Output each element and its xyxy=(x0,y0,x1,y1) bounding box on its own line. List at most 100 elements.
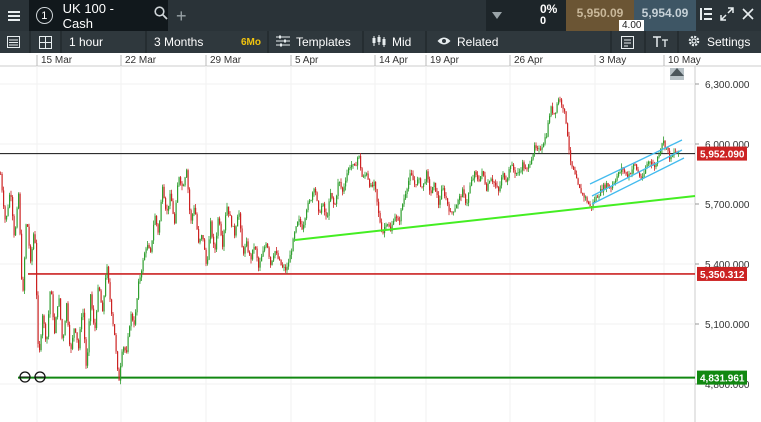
candle-down xyxy=(559,99,561,101)
grid-layout-icon[interactable] xyxy=(39,31,52,53)
candle-up xyxy=(235,226,237,236)
candle-up xyxy=(238,213,240,217)
candle-down xyxy=(486,183,488,191)
candle-up xyxy=(402,204,404,210)
sell-price-button[interactable]: 5,950.09 xyxy=(566,0,634,31)
text-size-icon[interactable] xyxy=(653,31,669,53)
templates-label: Templates xyxy=(296,35,351,49)
candle-down xyxy=(537,148,539,149)
candle-down xyxy=(669,150,671,160)
price-tick-label: 6,000.000 xyxy=(705,140,750,151)
candle-down xyxy=(219,218,221,224)
candle-up xyxy=(364,174,366,177)
plus-icon[interactable]: + xyxy=(176,6,187,26)
hamburger-icon[interactable] xyxy=(0,0,27,31)
candle-down xyxy=(277,253,279,259)
candle-up xyxy=(288,262,290,267)
instrument-tab[interactable]: 1 UK 100 - Cash xyxy=(29,0,168,31)
close-icon[interactable] xyxy=(742,7,754,25)
candle-down xyxy=(444,188,446,196)
candle-down xyxy=(267,243,269,248)
trendlines[interactable] xyxy=(294,139,696,241)
date-axis: 15 Mar 22 Mar 29 Mar 5 Apr 14 Apr 19 Apr 26 Ap… xyxy=(36,55,701,66)
candle-down xyxy=(664,140,666,148)
candle-down xyxy=(604,184,606,189)
settings-button[interactable]: Settings xyxy=(687,31,750,53)
candle-up xyxy=(633,164,635,170)
interval-dropdown[interactable]: 1 hour xyxy=(69,35,104,49)
candle-up xyxy=(42,315,44,336)
crosshair-icon[interactable] xyxy=(19,371,46,383)
candle-down xyxy=(498,187,500,192)
templates-button[interactable]: Templates xyxy=(276,31,351,53)
candle-down xyxy=(588,202,590,205)
candle-up xyxy=(264,247,266,251)
expand-icon[interactable] xyxy=(720,7,734,26)
candle-down xyxy=(258,257,260,268)
candle-down xyxy=(195,207,197,215)
panel-icon[interactable] xyxy=(7,31,20,53)
candle-up xyxy=(106,266,108,278)
level-label-box-current xyxy=(697,146,747,161)
candle-down xyxy=(21,233,23,279)
candle-up xyxy=(184,177,186,186)
candle-down xyxy=(597,196,599,198)
candle-up xyxy=(63,335,65,338)
candle-up xyxy=(307,202,309,211)
range-badge[interactable]: 6Mo xyxy=(241,36,261,48)
related-label: Related xyxy=(457,35,499,49)
candle-up xyxy=(306,210,308,219)
trendline-rising-support[interactable] xyxy=(294,195,696,241)
trendline-channel-lower[interactable] xyxy=(591,157,685,205)
candle-down xyxy=(319,211,321,213)
eye-icon xyxy=(437,35,451,49)
range-dropdown[interactable]: 3 Months xyxy=(154,35,204,49)
candle-down xyxy=(156,215,158,225)
candle-down xyxy=(573,166,575,170)
candle-up xyxy=(87,352,89,366)
candle-down xyxy=(354,164,356,166)
candle-up xyxy=(603,184,605,192)
mid-button[interactable]: Mid xyxy=(372,31,411,53)
candle-up xyxy=(144,253,146,261)
candle-up xyxy=(31,249,33,262)
minimize-icon[interactable] xyxy=(699,7,713,26)
candle-up xyxy=(207,259,209,264)
candle-down xyxy=(94,322,96,329)
candle-up xyxy=(619,172,621,173)
candle-down xyxy=(22,278,24,291)
candle-up xyxy=(348,168,350,174)
candle-down xyxy=(118,369,120,381)
candle-down xyxy=(583,193,585,198)
search-icon[interactable] xyxy=(154,6,168,25)
candle-down xyxy=(492,178,494,182)
candle-up xyxy=(328,201,330,216)
price-tick-label: 5,700.000 xyxy=(705,200,750,211)
candle-up xyxy=(424,181,426,184)
related-button[interactable]: Related xyxy=(437,31,498,53)
horizontal-levels[interactable] xyxy=(0,153,695,379)
candle-up xyxy=(337,182,339,197)
trendline-channel-upper[interactable] xyxy=(589,139,683,185)
candle-down xyxy=(580,187,582,194)
candle-up xyxy=(130,313,132,327)
candle-down xyxy=(369,179,371,187)
candle-down xyxy=(430,190,432,194)
candle-up xyxy=(25,224,27,259)
candle-down xyxy=(465,194,467,203)
candle-up xyxy=(303,225,305,230)
screenshot-icon[interactable] xyxy=(621,31,634,53)
price-chart[interactable]: 15 Mar 22 Mar 29 Mar 5 Apr 14 Apr 19 Apr 26 Ap… xyxy=(0,53,761,422)
candle-up xyxy=(96,311,98,329)
candle-down xyxy=(255,247,257,249)
trendline-channel-mid[interactable] xyxy=(591,149,683,197)
chart-toolbar: 1 hour 3 Months 6Mo Templates Mid Relate… xyxy=(0,31,761,53)
candle-down xyxy=(228,206,230,215)
candle-down xyxy=(3,190,5,207)
candle-down xyxy=(579,184,581,188)
candle-down xyxy=(280,259,282,266)
spread-value: 4.00 xyxy=(619,20,645,31)
candle-up xyxy=(618,172,620,177)
bell-icon[interactable] xyxy=(670,68,684,80)
candle-up xyxy=(232,225,234,227)
